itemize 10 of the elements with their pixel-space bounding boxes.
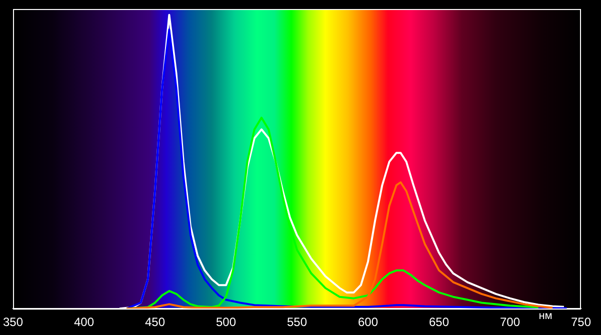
x-tick-label: 550 xyxy=(286,315,308,330)
x-tick-label: 500 xyxy=(216,315,236,330)
x-tick-label: 750 xyxy=(570,315,592,330)
x-tick-label: 600 xyxy=(358,315,378,330)
x-tick-label: 450 xyxy=(144,315,166,330)
x-tick-label: 400 xyxy=(74,315,94,330)
x-tick-label: 700 xyxy=(500,315,520,330)
x-tick-label: 650 xyxy=(428,315,450,330)
x-axis-title: нм xyxy=(538,310,552,322)
x-tick-label: 350 xyxy=(2,315,24,330)
